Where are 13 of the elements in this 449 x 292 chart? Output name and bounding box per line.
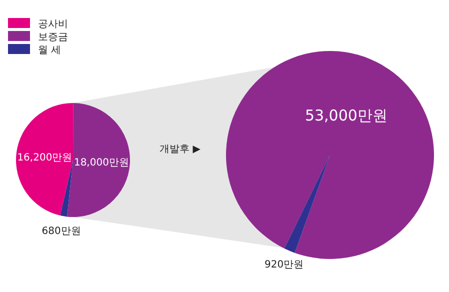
pie-slice bbox=[60, 160, 73, 217]
legend-label: 월 세 bbox=[38, 45, 62, 56]
data-label: 16,200만원 bbox=[17, 152, 72, 164]
pie-slice bbox=[16, 103, 74, 216]
data-label: 920만원 bbox=[264, 260, 304, 271]
legend-label: 공사비 bbox=[38, 19, 68, 30]
text: 개발후 ▶ bbox=[160, 144, 201, 155]
legend-label: 보증금 bbox=[38, 32, 68, 43]
data-label: 53,000만원 bbox=[304, 106, 388, 125]
pie-slice bbox=[284, 155, 330, 253]
pie-slice bbox=[226, 51, 434, 259]
data-label: 680만원 bbox=[42, 226, 81, 238]
data-label: 18,000만원 bbox=[74, 158, 129, 169]
